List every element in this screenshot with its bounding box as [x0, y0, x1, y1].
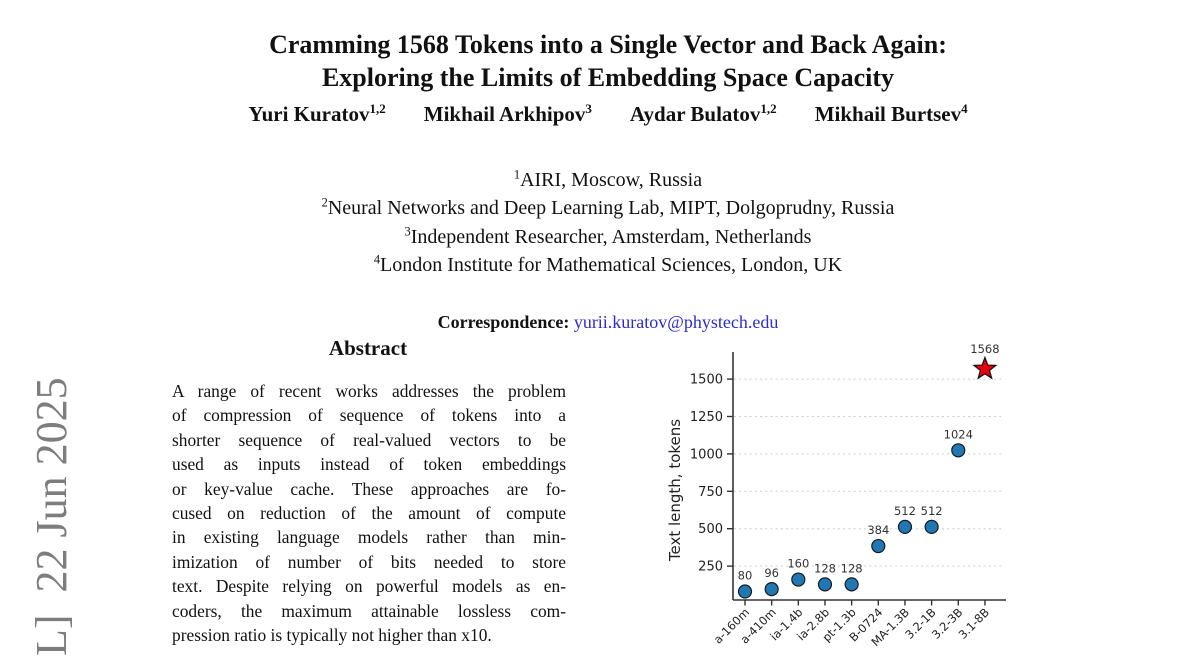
abstract-line: or key-value cache. These approaches are…	[172, 478, 566, 499]
value-label: 160	[787, 557, 809, 571]
value-label: 96	[764, 566, 779, 580]
author-3: Aydar Bulatov1,2	[629, 101, 777, 126]
value-label: 512	[894, 504, 916, 518]
paper-title: Cramming 1568 Tokens into a Single Vecto…	[8, 28, 1200, 94]
data-point	[791, 572, 806, 587]
author-3-affil-sup: 1,2	[760, 101, 777, 116]
abstract-line: shorter sequence of real-valued vectors …	[172, 429, 566, 450]
data-point	[871, 538, 886, 554]
author-2-affil-sup: 3	[585, 101, 592, 116]
title-line-1: Cramming 1568 Tokens into a Single Vecto…	[269, 30, 947, 59]
data-point	[897, 519, 913, 535]
affiliation-1: 1AIRI, Moscow, Russia	[513, 167, 703, 191]
data-point	[764, 582, 779, 597]
value-label: 1568	[970, 342, 999, 356]
abstract-line: coders, the maximum attainable lossless …	[172, 600, 566, 621]
author-4: Mikhail Burtsev4	[814, 101, 968, 126]
author-1: Yuri Kuratov1,2	[248, 101, 386, 126]
value-label: 128	[814, 561, 836, 575]
y-tick-label: 750	[698, 485, 723, 500]
correspondence-label: Correspondence:	[437, 312, 570, 332]
value-label: 1024	[944, 427, 973, 441]
author-list: Yuri Kuratov1,2 Mikhail Arkhipov3 Aydar Bu…	[8, 102, 1200, 127]
author-2: Mikhail Arkhipov3	[423, 101, 592, 126]
capacity-scatter-figure: 250 500 750 1000 1250 1500 Text length, tokens…	[650, 330, 1080, 649]
affiliation-3: 3Independent Researcher, Amsterdam, Neth…	[404, 224, 812, 248]
value-label: 512	[921, 504, 943, 518]
x-tick-label: 3.1-8B	[956, 605, 993, 642]
star-marker	[972, 355, 998, 380]
value-label: 80	[738, 569, 753, 583]
y-tick-label: 250	[698, 560, 723, 575]
data-point	[817, 577, 833, 592]
value-label: 384	[867, 523, 889, 537]
abstract-line: of compression of sequence of tokens int…	[172, 405, 566, 426]
arxiv-watermark: L] 22 Jun 2025	[27, 377, 76, 656]
data-point	[951, 443, 966, 458]
y-tick-label: 1250	[690, 410, 723, 425]
y-tick-label: 500	[698, 522, 723, 537]
author-1-affil-sup: 1,2	[369, 101, 386, 116]
value-label: 128	[841, 561, 863, 575]
data-point	[737, 584, 753, 599]
title-line-2: Exploring the Limits of Embedding Space …	[321, 63, 895, 92]
data-point	[924, 519, 939, 535]
affiliation-2: 2Neural Networks and Deep Learning Lab, …	[321, 195, 895, 220]
correspondence-line: Correspondence: yurii.kuratov@phystech.e…	[8, 312, 1200, 333]
abstract-heading: Abstract	[328, 336, 408, 360]
data-point	[844, 577, 859, 592]
abstract-line: imization of number of bits needed to st…	[172, 551, 566, 572]
abstract-line: text. Despite relying on powerful models…	[172, 576, 566, 597]
abstract-text: A range of recent works addresses the pr…	[172, 379, 566, 647]
abstract-line: used as inputs instead of token embeddin…	[172, 454, 566, 475]
y-tick-label: 1500	[690, 373, 723, 388]
y-tick-label: 1000	[690, 447, 723, 462]
abstract-line: cused on reduction of the amount of comp…	[172, 503, 566, 524]
correspondence-email-link[interactable]: yurii.kuratov@phystech.edu	[573, 312, 779, 332]
author-4-affil-sup: 4	[961, 101, 968, 116]
abstract-line: in existing language models rather than …	[172, 527, 566, 548]
scatter-plot: 250 500 750 1000 1250 1500 Text length, tokens…	[666, 342, 1006, 649]
affiliation-list: 1AIRI, Moscow, Russia 2Neural Networks a…	[8, 166, 1200, 280]
y-axis-label: Text length, tokens	[666, 419, 684, 562]
abstract-line: A range of recent works addresses the pr…	[172, 381, 566, 401]
affiliation-4: 4London Institute for Mathematical Scien…	[373, 252, 843, 277]
abstract-line: pression ratio is typically not higher t…	[172, 625, 492, 646]
